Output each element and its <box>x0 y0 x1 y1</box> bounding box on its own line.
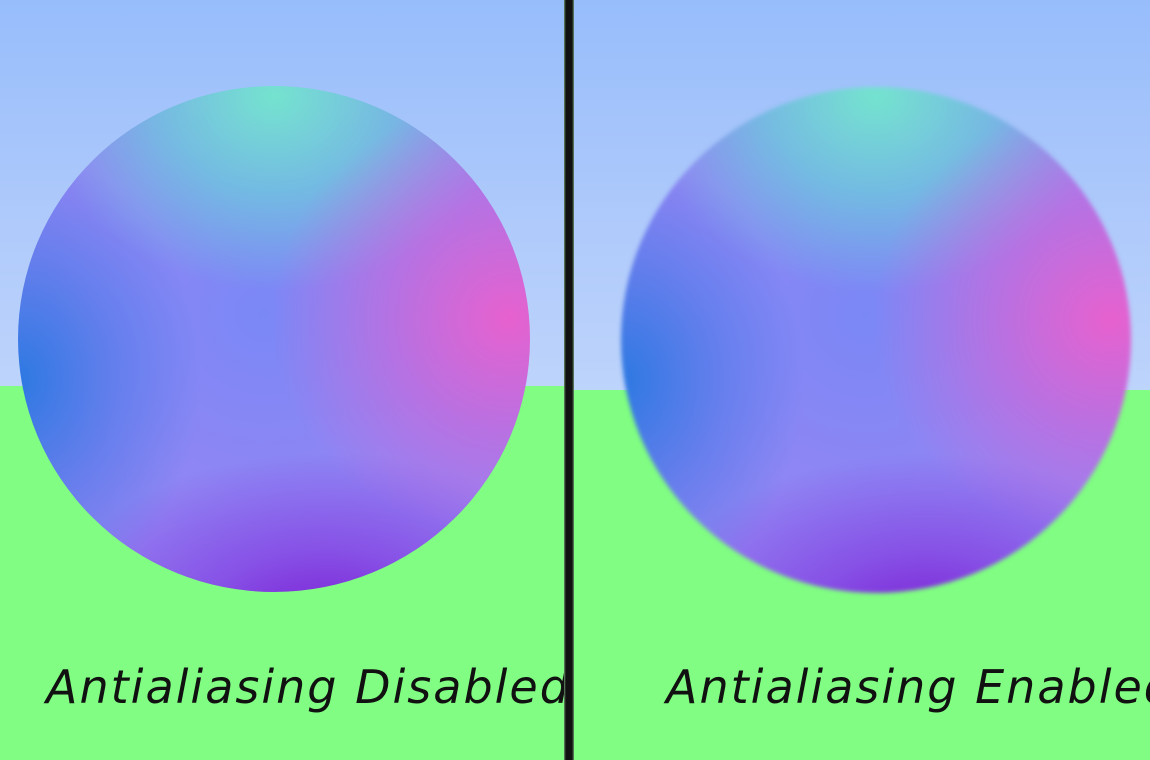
aliased-sphere <box>18 86 530 592</box>
antialiased-sphere <box>621 87 1131 593</box>
caption-antialiasing-disabled: Antialiasing Disabled <box>46 660 564 714</box>
right-panel-antialiasing-enabled: Antialiasing Enabled <box>574 0 1150 760</box>
left-panel-antialiasing-disabled: Antialiasing Disabled <box>0 0 564 760</box>
caption-antialiasing-enabled: Antialiasing Enabled <box>666 660 1150 714</box>
panel-divider <box>564 0 574 760</box>
